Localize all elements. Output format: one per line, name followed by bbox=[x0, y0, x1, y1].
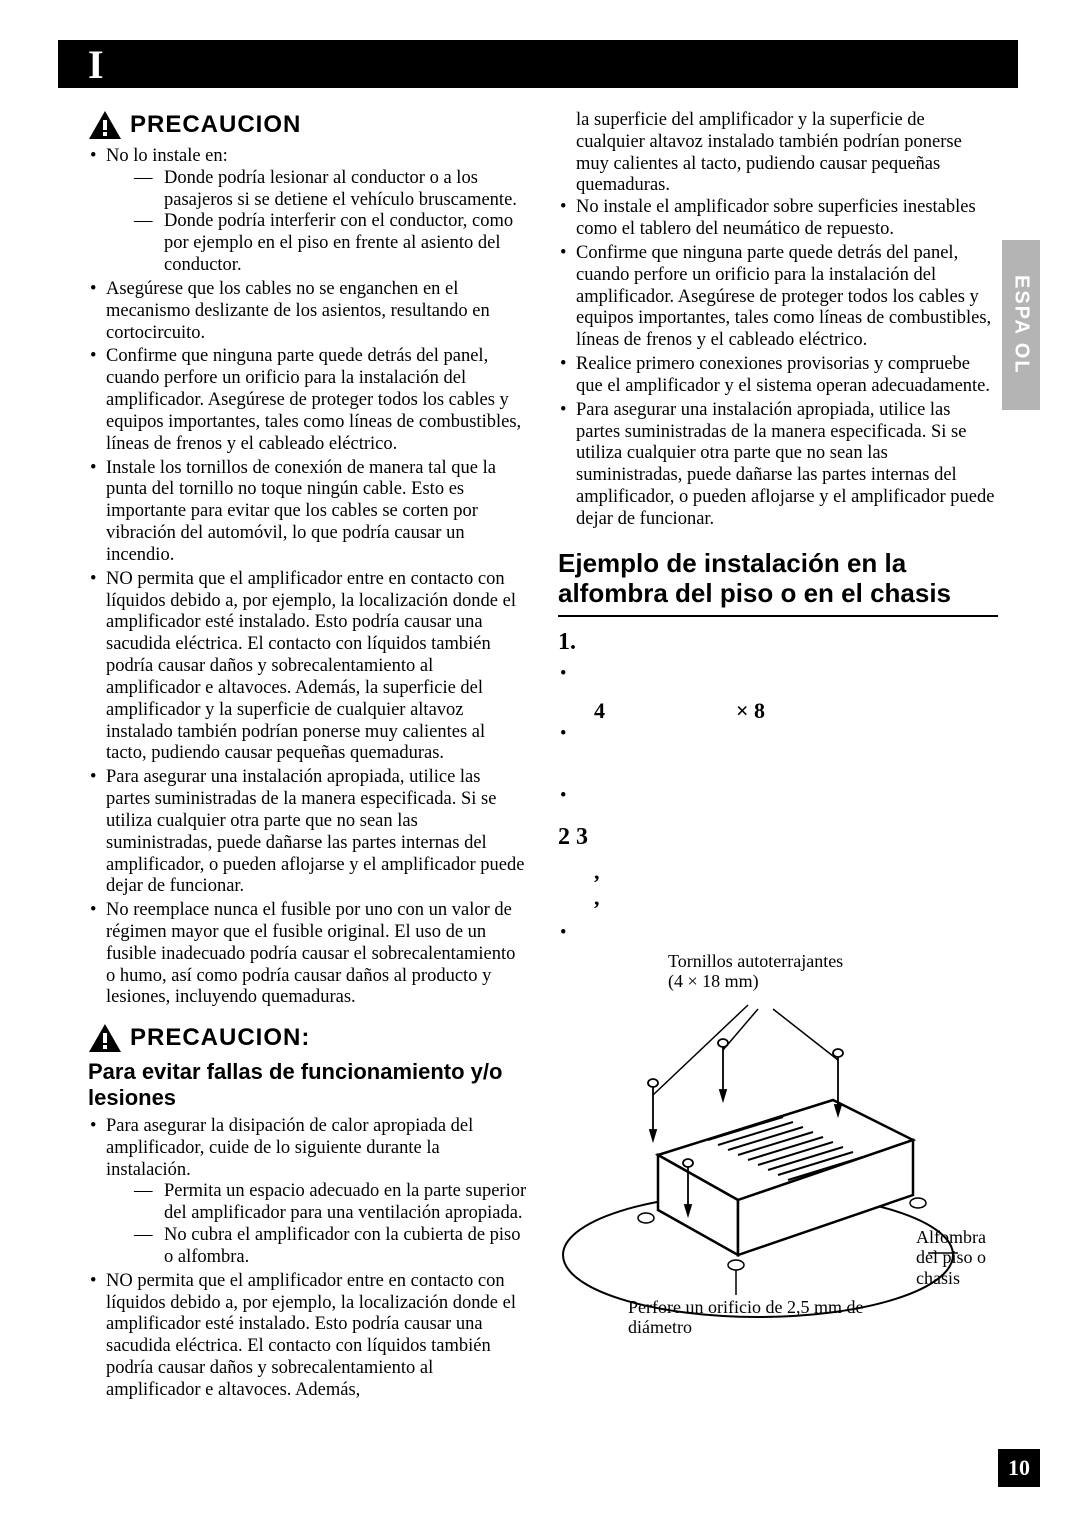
right-bullet-list: No instale el amplificador sobre superfi… bbox=[558, 197, 998, 530]
side-tab-text: ESPA OL bbox=[1010, 275, 1033, 375]
bullet-item: Para asegurar una instalación apropiada,… bbox=[88, 767, 528, 898]
top-header-bar: I bbox=[58, 40, 1018, 88]
caution-title-1: PRECAUCION bbox=[130, 111, 301, 139]
left-column: PRECAUCION No lo instale en: Donde podrí… bbox=[88, 110, 528, 1404]
dash-sublist: Donde podría lesionar al conductor o a l… bbox=[106, 168, 528, 277]
caution-subtitle: Para evitar fallas de funcionamiento y/o… bbox=[88, 1059, 528, 1110]
bullet-item: Instale los tornillos de conexión de man… bbox=[88, 458, 528, 567]
caution-list-2: Para asegurar la disipación de calor apr… bbox=[88, 1116, 528, 1402]
bullet-item: NO permita que el amplificador entre en … bbox=[88, 1271, 528, 1402]
bullet-item: Realice primero conexiones provisorias y… bbox=[558, 354, 998, 398]
steps-block: 1. 4 × 8 2 3 , , bbox=[558, 629, 998, 955]
step-comma-1: , bbox=[558, 859, 998, 885]
page-number-box: 10 bbox=[998, 1449, 1040, 1487]
top-bar-letter: I bbox=[88, 41, 104, 88]
step-number-1: 1. bbox=[558, 629, 998, 656]
caution-header-2: PRECAUCION: bbox=[88, 1023, 528, 1053]
continued-paragraph: la superficie del amplificador y la supe… bbox=[558, 110, 998, 197]
step-empty-bullets-1 bbox=[558, 724, 998, 818]
caution-list-1: No lo instale en: Donde podría lesionar … bbox=[88, 146, 528, 1009]
step-comma-2: , bbox=[558, 885, 998, 911]
step-number-2: 2 3 bbox=[558, 824, 998, 851]
bullet-item bbox=[558, 664, 998, 696]
dash-item: Permita un espacio adecuado en la parte … bbox=[134, 1181, 528, 1225]
installation-diagram: Tornillos autoterrajantes (4 × 18 mm) bbox=[558, 965, 998, 1335]
right-column: la superficie del amplificador y la supe… bbox=[558, 110, 998, 1404]
section-title: Ejemplo de instalación en la alfombra de… bbox=[558, 549, 998, 609]
bullet-item: No reemplace nunca el fusible por uno co… bbox=[88, 900, 528, 1009]
math-b: × 8 bbox=[736, 698, 765, 723]
bullet-item: Para asegurar una instalación apropiada,… bbox=[558, 400, 998, 531]
step-math-row: 4 × 8 bbox=[558, 698, 998, 724]
warning-icon bbox=[88, 1023, 122, 1053]
dash-item: Donde podría lesionar al conductor o a l… bbox=[134, 168, 528, 212]
page-number: 10 bbox=[1008, 1455, 1030, 1481]
bullet-item: Confirme que ninguna parte quede detrás … bbox=[558, 243, 998, 352]
bullet-text: No lo instale en: bbox=[106, 146, 228, 166]
dash-sublist: Permita un espacio adecuado en la parte … bbox=[106, 1181, 528, 1268]
bullet-item: No instale el amplificador sobre superfi… bbox=[558, 197, 998, 241]
label-screws: Tornillos autoterrajantes (4 × 18 mm) bbox=[668, 951, 843, 992]
step-1-bullets bbox=[558, 664, 998, 696]
dash-item: No cubra el amplificador con la cubierta… bbox=[134, 1225, 528, 1269]
section-rule bbox=[558, 615, 998, 617]
language-side-tab: ESPA OL bbox=[1002, 240, 1040, 410]
bullet-item: No lo instale en: Donde podría lesionar … bbox=[88, 146, 528, 277]
caution-header-1: PRECAUCION bbox=[88, 110, 528, 140]
bullet-item bbox=[558, 786, 998, 818]
dash-item: Donde podría interferir con el conductor… bbox=[134, 211, 528, 276]
label-drill: Perfore un orificio de 2,5 mm de diámetr… bbox=[628, 1297, 888, 1338]
caution-title-2: PRECAUCION: bbox=[130, 1024, 310, 1052]
label-carpet: Alfombra del piso o chasis bbox=[916, 1227, 1006, 1289]
bullet-item: Para asegurar la disipación de calor apr… bbox=[88, 1116, 528, 1269]
bullet-item: NO permita que el amplificador entre en … bbox=[88, 569, 528, 765]
bullet-item: Asegúrese que los cables no se enganchen… bbox=[88, 279, 528, 344]
warning-icon bbox=[88, 110, 122, 140]
main-content: PRECAUCION No lo instale en: Donde podrí… bbox=[88, 110, 998, 1404]
bullet-item bbox=[558, 724, 998, 784]
bullet-text: Para asegurar la disipación de calor apr… bbox=[106, 1116, 473, 1180]
bullet-item: Confirme que ninguna parte quede detrás … bbox=[88, 346, 528, 455]
math-a: 4 bbox=[594, 698, 605, 723]
